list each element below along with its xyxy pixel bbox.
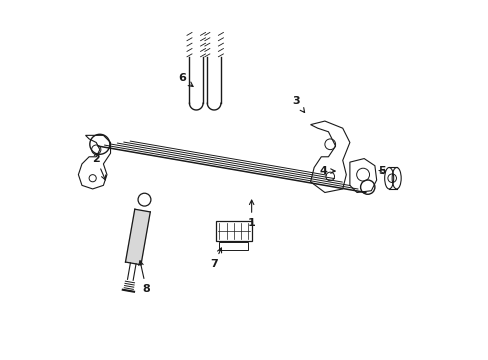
Text: 6: 6 [178,73,193,86]
Text: 5: 5 [377,166,385,176]
Text: 8: 8 [139,261,150,294]
Text: 3: 3 [292,96,304,112]
Polygon shape [125,209,150,265]
Text: 2: 2 [92,154,105,180]
Text: 7: 7 [210,248,221,269]
Text: 1: 1 [247,200,255,228]
Text: 4: 4 [319,166,334,176]
